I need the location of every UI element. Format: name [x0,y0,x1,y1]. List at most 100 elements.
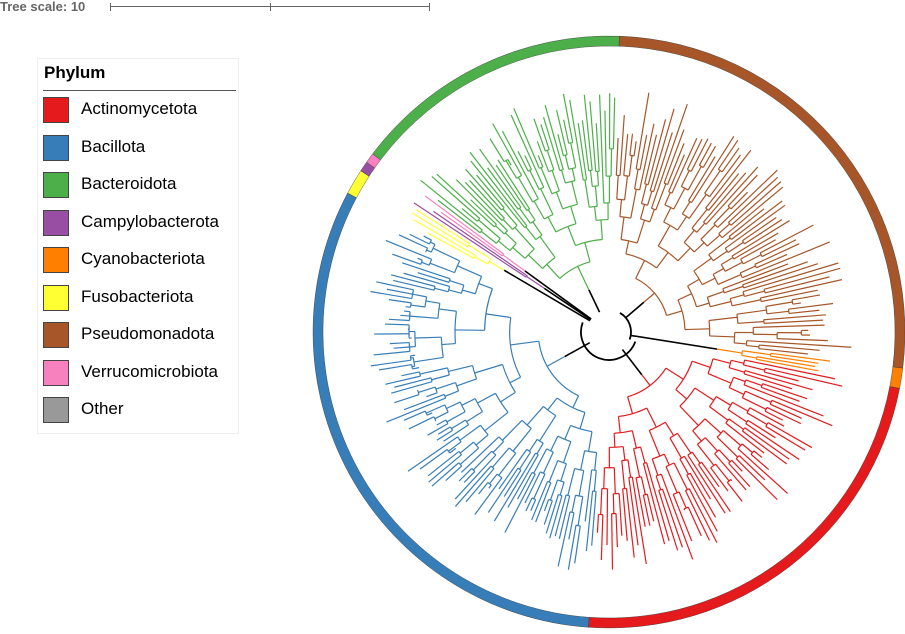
clade-actinomycetota-node-arc [735,455,740,460]
clade-pseudomonadota-leaf [635,92,650,170]
clade-bacteroidota-branch [533,200,545,220]
clade-bacteroidota-leaf [540,124,550,150]
clade-bacillota-leaf [458,468,473,482]
clade-bacillota-leaf [403,272,450,287]
clade-bacteroidota-leaf [577,123,588,180]
clade-actinomycetota-branch [704,437,719,452]
clade-pseudomonadota-branch [720,257,734,266]
clade-bacteroidota-leaf [510,114,545,188]
clade-pseudomonadota-leaf [708,173,740,211]
legend-item-actinomycetota: Actinomycetota [43,97,238,125]
clade-bacteroidota-leaf [544,104,564,170]
clade-actinomycetota-branch [728,418,744,430]
clade-bacteroidota-node-arc [503,230,508,235]
clade-actinomycetota-leaf [689,472,717,518]
clade-pseudomonadota-branch [693,242,705,253]
clade-pseudomonadota-branch [701,277,716,286]
clade-pseudomonadota-leaf [705,149,752,209]
clade-pseudomonadota-leaf [742,241,831,279]
clade-bacillota-node-arc [424,296,428,308]
clade-pseudomonadota-branch [639,204,646,220]
legend-divider [43,90,236,91]
clade-actinomycetota-leaf [766,406,802,425]
clade-bacillota-node-arc [440,337,444,358]
clade-bacteroidota-node-arc [526,208,530,212]
clade-fusobacteriota-branch [468,244,492,260]
clade-actinomycetota-node-arc [728,360,732,368]
clade-actinomycetota-node-arc [652,453,665,460]
clade-bacillota-node-arc [445,419,449,424]
clade-actinomycetota-branch [694,387,715,401]
clade-pseudomonadota-branch [724,261,743,272]
clade-pseudomonadota-branch [709,335,735,338]
clade-bacillota-branch [425,300,440,304]
clade-pseudomonadota-branch [706,234,721,247]
clade-pseudomonadota-branch [666,310,683,316]
clade-actinomycetota-node-arc [737,443,743,450]
clade-bacillota-node-arc [584,450,597,454]
clade-actinomycetota-node-arc [746,407,751,414]
clade-bacillota-branch [459,424,481,441]
clade-bacillota-node-arc [531,471,536,475]
clade-bacillota-node-arc [548,498,553,502]
clade-bacillota-leaf [437,426,451,435]
clade-bacillota-branch [491,447,510,468]
clade-actinomycetota-branch [612,493,615,514]
clade-actinomycetota-leaf [642,463,666,545]
clade-actinomycetota-node-arc [741,427,746,432]
clade-pseudomonadota-branch [727,241,744,253]
root-branch-actinomycetota [621,348,643,376]
clade-actinomycetota-leaf [710,467,729,492]
clade-pseudomonadota-node-arc [640,218,650,223]
clade-actinomycetota-node-arc [635,476,642,479]
clade-actinomycetota-node-arc [769,400,773,405]
clade-pseudomonadota-leaf [763,314,826,321]
clade-bacteroidota-node-arc [559,261,591,279]
clade-bacillota-leaf [431,462,460,487]
clade-actinomycetota-branch [669,437,682,459]
clade-pseudomonadota-leaf [671,138,698,194]
clade-pseudomonadota-leaf [728,208,765,238]
clade-actinomycetota-branch [655,475,662,491]
clade-verrucomicrobiota-branch [502,254,526,272]
clade-bacillota-leaf [427,423,449,436]
clade-fusobacteriota-branch [488,260,505,271]
clade-pseudomonadota-branch [625,240,630,255]
clade-fusobacteriota-node-arc [487,258,492,265]
legend-title: Phylum [44,63,106,82]
clade-actinomycetota-node-arc [683,506,689,510]
clade-actinomycetota-leaf [769,403,802,419]
clade-bacteroidota-node-arc [509,242,517,251]
clade-actinomycetota-node-arc [633,446,641,450]
clade-pseudomonadota-branch [677,216,688,231]
clade-bacillota-leaf [504,473,536,533]
clade-bacillota-branch [560,463,567,482]
clade-actinomycetota-leaf [658,490,679,551]
clade-bacteroidota-leaf [569,99,584,181]
clade-bacteroidota-node-arc [538,186,545,191]
legend-label-cyanobacteriota: Cyanobacteriota [81,249,205,268]
clade-bacillota-leaf [400,314,410,317]
clade-bacteroidota-branch [570,142,577,168]
clade-cyanobacteriota-node-arc [741,350,744,356]
clade-bacteroidota-leaf [495,164,528,211]
phylum-ring-cyanobacteriota [889,366,904,389]
legend-label-pseudomonadota: Pseudomonadota [81,324,215,343]
clade-actinomycetota-leaf [737,448,788,494]
clade-actinomycetota-leaf [738,455,766,481]
clade-bacteroidota-branch [529,170,540,190]
clade-bacillota-branch [413,356,444,363]
clade-bacillota-leaf [530,499,537,512]
clade-bacillota-branch [593,470,597,492]
clade-bacillota-leaf [436,419,447,426]
clade-pseudomonadota-leaf [705,166,759,225]
clade-fusobacteriota-leaf [411,212,469,248]
clade-bacillota-branch [444,390,459,397]
clade-bacillota-branch [412,293,427,298]
clade-bacillota-node-arc [458,462,463,467]
clade-bacillota-node-arc [420,260,423,265]
clade-actinomycetota-branch [678,491,687,509]
clade-bacteroidota-node-arc [589,205,598,208]
clade-bacillota-leaf [392,253,421,265]
clade-actinomycetota-node-arc [760,383,764,388]
